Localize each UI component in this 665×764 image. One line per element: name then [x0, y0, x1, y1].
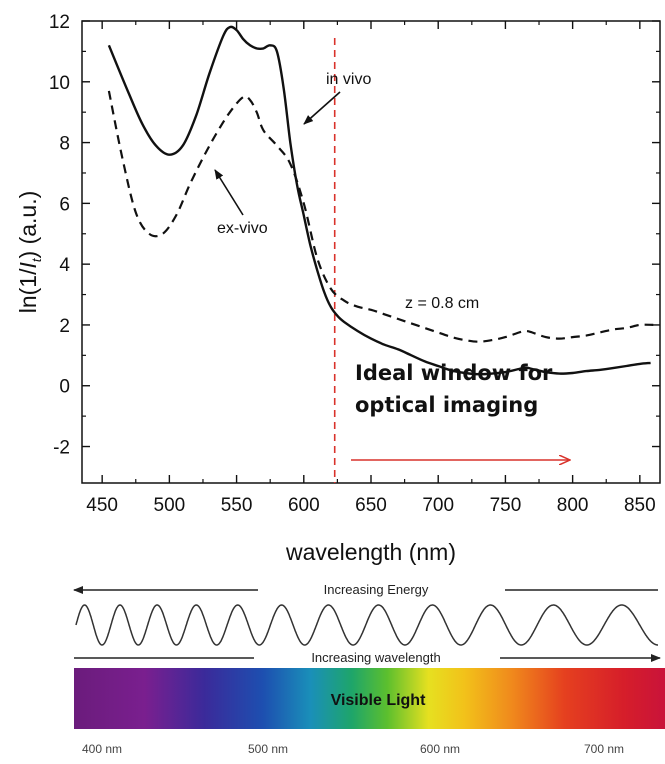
y-tick-label: 2	[59, 316, 70, 337]
spectrum-tick-600: 600 nm	[420, 742, 460, 756]
x-tick-label: 750	[490, 495, 522, 516]
y-axis-title: ln(1/It) (a.u.)	[15, 191, 44, 314]
absorbance-chart: 450 500 550 600 650 700 750 800 850 -2024681012 …	[15, 12, 661, 565]
x-tick-label: 650	[355, 495, 387, 516]
ideal-window-line2: optical imaging	[355, 393, 538, 417]
in-vivo-pointer	[303, 91, 341, 125]
y-tick-label: 0	[59, 377, 70, 398]
in-vivo-label: in vivo	[326, 71, 371, 88]
spectrum-tick-500: 500 nm	[248, 742, 288, 756]
ex-vivo-curve	[107, 90, 654, 343]
x-tick-label: 800	[557, 495, 589, 516]
y-tick-label: -2	[53, 438, 70, 459]
ex-vivo-label: ex-vivo	[217, 220, 268, 237]
in-vivo-curve	[107, 25, 651, 376]
y-tick-label: 4	[59, 255, 70, 276]
x-tick-label: 850	[624, 495, 656, 516]
ideal-window-line1: Ideal window for	[355, 361, 553, 385]
x-axis-title: wavelength (nm)	[285, 539, 456, 565]
y-tick-label: 10	[49, 73, 70, 94]
spectrum-tick-400: 400 nm	[82, 742, 122, 756]
y-tick-label: 12	[49, 12, 70, 33]
visible-light-band	[74, 668, 665, 729]
spectrum-tick-700: 700 nm	[584, 742, 624, 756]
x-tick-label: 700	[422, 495, 454, 516]
y-axis-ticks: -2 0 2 4 6 8 10 12	[49, 12, 660, 459]
y-tick-label: 6	[59, 194, 70, 215]
x-tick-label: 500	[154, 495, 186, 516]
increasing-energy-label: Increasing Energy	[324, 582, 429, 597]
electromagnetic-spectrum-diagram: Increasing Energy Increasing wavelength …	[73, 582, 665, 756]
y-tick-label: 8	[59, 134, 70, 155]
x-tick-label: 550	[221, 495, 253, 516]
depth-label: z = 0.8 cm	[405, 295, 479, 312]
x-tick-label: 450	[86, 495, 118, 516]
x-tick-label: 600	[288, 495, 320, 516]
svg-text:ln(1/It) (a.u.): ln(1/It) (a.u.)	[15, 191, 44, 314]
wave-illustration	[75, 604, 658, 646]
x-axis-ticks: 450 500 550 600 650 700 750 800 850	[86, 21, 656, 516]
ex-vivo-pointer	[214, 169, 244, 216]
visible-light-label: Visible Light	[331, 692, 427, 709]
increasing-wavelength-label: Increasing wavelength	[311, 650, 440, 665]
